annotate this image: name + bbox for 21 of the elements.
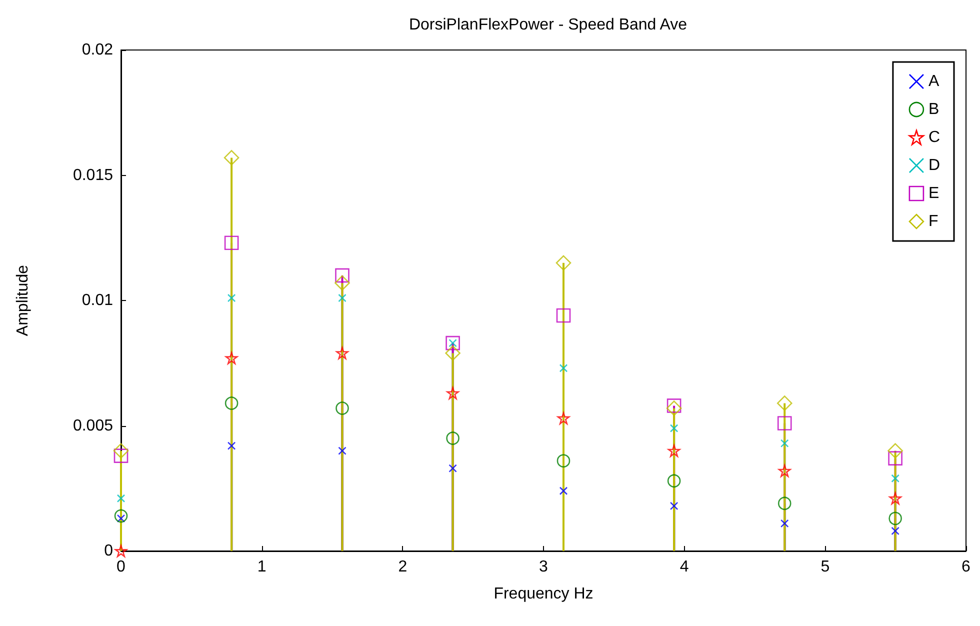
y-tick-label: 0 (104, 542, 114, 560)
y-tick-label: 0.01 (82, 292, 114, 309)
legend-label: A (928, 73, 940, 90)
legend-label: D (928, 157, 940, 174)
x-tick-label: 4 (680, 558, 689, 576)
legend-label: B (928, 101, 940, 118)
x-tick-label: 6 (962, 558, 971, 576)
y-tick-label: 0.02 (82, 42, 114, 58)
legend-label: E (928, 185, 940, 202)
x-tick-label: 0 (116, 558, 126, 576)
y-tick-label: 0.005 (72, 417, 114, 434)
y-axis-title: Amplitude (14, 264, 32, 336)
legend-label: C (928, 129, 940, 146)
chart-title: DorsiPlanFlexPower - Speed Band Ave (408, 16, 688, 34)
x-tick-label: 1 (257, 558, 266, 576)
y-tick-label: 0.015 (72, 166, 114, 184)
x-tick-label: 2 (398, 558, 408, 576)
x-axis-title: Frequency Hz (494, 586, 594, 602)
x-tick-label: 3 (539, 558, 548, 576)
legend-label: F (928, 213, 938, 230)
x-tick-label: 5 (820, 558, 830, 576)
